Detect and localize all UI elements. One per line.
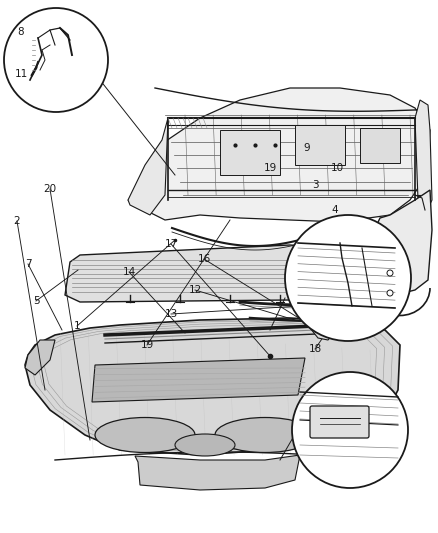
Ellipse shape <box>215 417 315 453</box>
Circle shape <box>285 215 411 341</box>
Polygon shape <box>310 325 335 340</box>
Text: 4: 4 <box>332 205 338 215</box>
Circle shape <box>387 290 393 296</box>
Text: 18: 18 <box>308 344 321 354</box>
Ellipse shape <box>175 434 235 456</box>
Text: 11: 11 <box>14 69 28 79</box>
Text: 10: 10 <box>330 163 343 173</box>
Text: 13: 13 <box>164 309 178 319</box>
Circle shape <box>292 372 408 488</box>
Ellipse shape <box>95 417 195 453</box>
Polygon shape <box>415 100 432 215</box>
Polygon shape <box>128 88 430 222</box>
Circle shape <box>4 8 108 112</box>
Text: 1: 1 <box>74 321 80 331</box>
Text: 3: 3 <box>312 180 318 190</box>
Text: 2: 2 <box>14 216 20 226</box>
Text: 17: 17 <box>164 239 178 249</box>
Text: 8: 8 <box>18 27 25 37</box>
Polygon shape <box>25 318 400 455</box>
Polygon shape <box>135 455 300 490</box>
FancyBboxPatch shape <box>310 406 369 438</box>
Text: 12: 12 <box>188 285 201 295</box>
Circle shape <box>387 270 393 276</box>
Bar <box>360 128 400 163</box>
Text: 19: 19 <box>263 163 277 173</box>
Polygon shape <box>128 118 168 215</box>
Text: 9: 9 <box>304 143 310 153</box>
Polygon shape <box>92 358 305 402</box>
Text: 19: 19 <box>140 340 154 350</box>
Polygon shape <box>368 190 432 295</box>
Text: 14: 14 <box>122 267 136 277</box>
Text: 20: 20 <box>43 184 57 194</box>
Polygon shape <box>65 245 390 302</box>
Text: 7: 7 <box>25 259 31 269</box>
Polygon shape <box>25 340 55 375</box>
Bar <box>220 130 280 175</box>
Bar <box>295 125 345 165</box>
Text: 16: 16 <box>198 254 211 264</box>
Text: 5: 5 <box>33 296 39 306</box>
